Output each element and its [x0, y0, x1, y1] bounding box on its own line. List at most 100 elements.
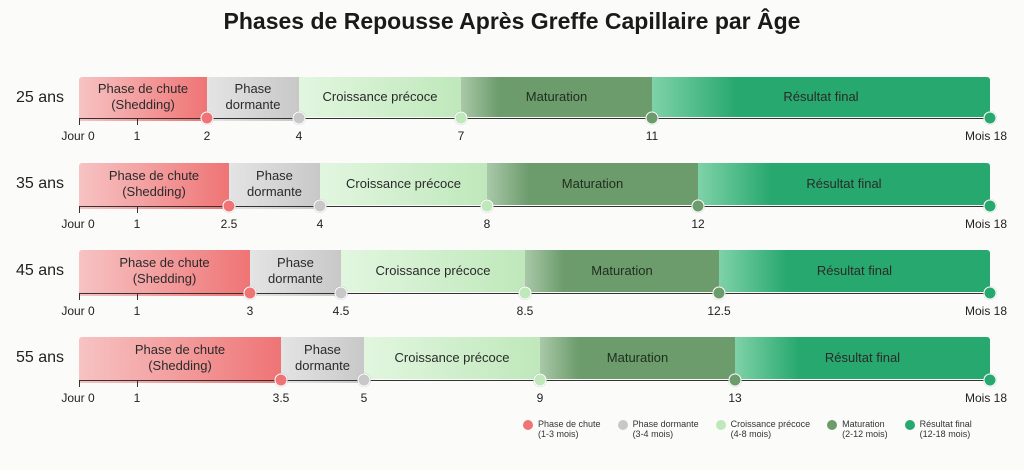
legend-item: Résultat final (12-18 mois): [904, 419, 972, 439]
milestone-early[interactable]: [518, 286, 532, 300]
phase-dormant[interactable]: Phase dormante: [250, 250, 341, 296]
legend-label: Résultat final: [919, 419, 972, 429]
legend-dot-icon: [617, 420, 628, 430]
phase-final[interactable]: Résultat final: [698, 163, 990, 205]
milestone-dormant[interactable]: [334, 286, 348, 300]
phase-early[interactable]: Croissance précoce: [364, 337, 540, 379]
phase-shedding[interactable]: Phase de chute (Shedding): [79, 337, 281, 383]
legend-item: Phase de chute (1-3 mois): [523, 419, 601, 439]
tick-label: 1: [133, 217, 141, 231]
phase-maturation[interactable]: Maturation: [540, 337, 735, 379]
tick-label: 12.5: [707, 304, 731, 318]
tick-label: Jour 0: [61, 217, 95, 231]
axis-tick: [79, 293, 80, 300]
phase-final[interactable]: Résultat final: [652, 77, 990, 117]
milestone-shedding[interactable]: [243, 286, 257, 300]
phase-dormant[interactable]: Phase dormante: [229, 163, 320, 209]
milestone-maturation[interactable]: [728, 373, 742, 387]
tick-label: 2: [203, 129, 211, 143]
time-axis: [79, 293, 990, 294]
phase-early[interactable]: Croissance précoce: [299, 77, 461, 117]
tick-label: 4: [316, 217, 324, 231]
milestone-dormant[interactable]: [357, 373, 371, 387]
legend-label: Phase dormante: [632, 419, 699, 429]
legend-text: Phase de chute (1-3 mois): [538, 419, 601, 439]
axis-tick: [79, 118, 80, 125]
legend-text: Croissance précoce (4-8 mois): [731, 419, 811, 439]
phase-shedding[interactable]: Phase de chute (Shedding): [79, 77, 207, 121]
milestone-final[interactable]: [983, 373, 997, 387]
legend-range: (4-8 mois): [730, 429, 772, 439]
legend-item: Croissance précoce (4-8 mois): [715, 419, 811, 439]
tick-label: 8.5: [516, 304, 534, 318]
legend-text: Phase dormante (3-4 mois): [633, 419, 699, 439]
tick-label: 13: [728, 391, 742, 405]
legend-range: (1-3 mois): [538, 429, 579, 439]
legend-range: (3-4 mois): [632, 429, 674, 439]
tick-label: 11: [645, 129, 659, 143]
phase-maturation[interactable]: Maturation: [487, 163, 698, 205]
tick-label: 2.5: [220, 217, 238, 231]
phase-dormant[interactable]: Phase dormante: [207, 77, 299, 121]
tick-label: Mois 18: [964, 129, 1008, 143]
milestone-early[interactable]: [533, 373, 547, 387]
tick-label: 4.5: [332, 304, 350, 318]
tick-label: 5: [360, 391, 368, 405]
phase-final[interactable]: Résultat final: [719, 250, 990, 292]
tick-label: 1: [133, 129, 141, 143]
legend-dot-icon: [904, 420, 915, 430]
tick-label: 3: [246, 304, 254, 318]
legend-label: Croissance précoce: [730, 419, 811, 429]
phase-maturation[interactable]: Maturation: [461, 77, 652, 117]
milestone-early[interactable]: [454, 111, 468, 125]
legend-text: Résultat final (12-18 mois): [920, 419, 972, 439]
legend: Phase de chute (1-3 mois) Phase dormante (3…: [523, 419, 972, 439]
legend-label: Phase de chute: [538, 419, 601, 429]
legend-dot-icon: [523, 420, 533, 430]
axis-tick: [137, 380, 138, 387]
legend-dot-icon: [827, 420, 838, 430]
phase-early[interactable]: Croissance précoce: [341, 250, 525, 292]
phase-maturation[interactable]: Maturation: [525, 250, 719, 292]
legend-text: Maturation (2-12 mois): [842, 419, 888, 439]
phase-early[interactable]: Croissance précoce: [320, 163, 487, 205]
phase-shedding[interactable]: Phase de chute (Shedding): [79, 250, 250, 296]
tick-label: 7: [457, 129, 465, 143]
phase-shedding[interactable]: Phase de chute (Shedding): [79, 163, 229, 209]
chart-title: Phases de Repousse Après Greffe Capillai…: [223, 8, 801, 34]
axis-tick: [137, 293, 138, 300]
time-axis: [79, 206, 990, 207]
legend-dot-icon: [715, 420, 726, 430]
milestone-maturation[interactable]: [691, 199, 705, 213]
tick-label: 9: [536, 391, 544, 405]
milestone-final[interactable]: [983, 199, 997, 213]
milestone-shedding[interactable]: [200, 111, 214, 125]
milestone-final[interactable]: [983, 286, 997, 300]
legend-item: Phase dormante (3-4 mois): [617, 419, 699, 439]
time-axis: [79, 118, 990, 119]
tick-label: 1: [133, 391, 141, 405]
milestone-dormant[interactable]: [292, 111, 306, 125]
tick-label: 12: [691, 217, 705, 231]
tick-label: 3.5: [272, 391, 290, 405]
age-label: 45 ans: [16, 262, 65, 279]
axis-tick: [79, 380, 80, 387]
axis-tick: [137, 206, 138, 213]
tick-label: Jour 0: [61, 304, 95, 318]
milestone-early[interactable]: [480, 199, 494, 213]
milestone-maturation[interactable]: [645, 111, 659, 125]
milestone-final[interactable]: [983, 111, 997, 125]
milestone-dormant[interactable]: [313, 199, 327, 213]
milestone-maturation[interactable]: [712, 286, 726, 300]
age-label: 55 ans: [16, 349, 65, 366]
axis-tick: [79, 206, 80, 213]
tick-label: Mois 18: [964, 391, 1008, 405]
phase-final[interactable]: Résultat final: [735, 337, 990, 379]
phase-dormant[interactable]: Phase dormante: [281, 337, 364, 383]
milestone-shedding[interactable]: [222, 199, 236, 213]
tick-label: Mois 18: [964, 304, 1008, 318]
tick-label: Jour 0: [61, 391, 95, 405]
milestone-shedding[interactable]: [274, 373, 288, 387]
age-label: 25 ans: [16, 89, 65, 106]
tick-label: 8: [483, 217, 491, 231]
